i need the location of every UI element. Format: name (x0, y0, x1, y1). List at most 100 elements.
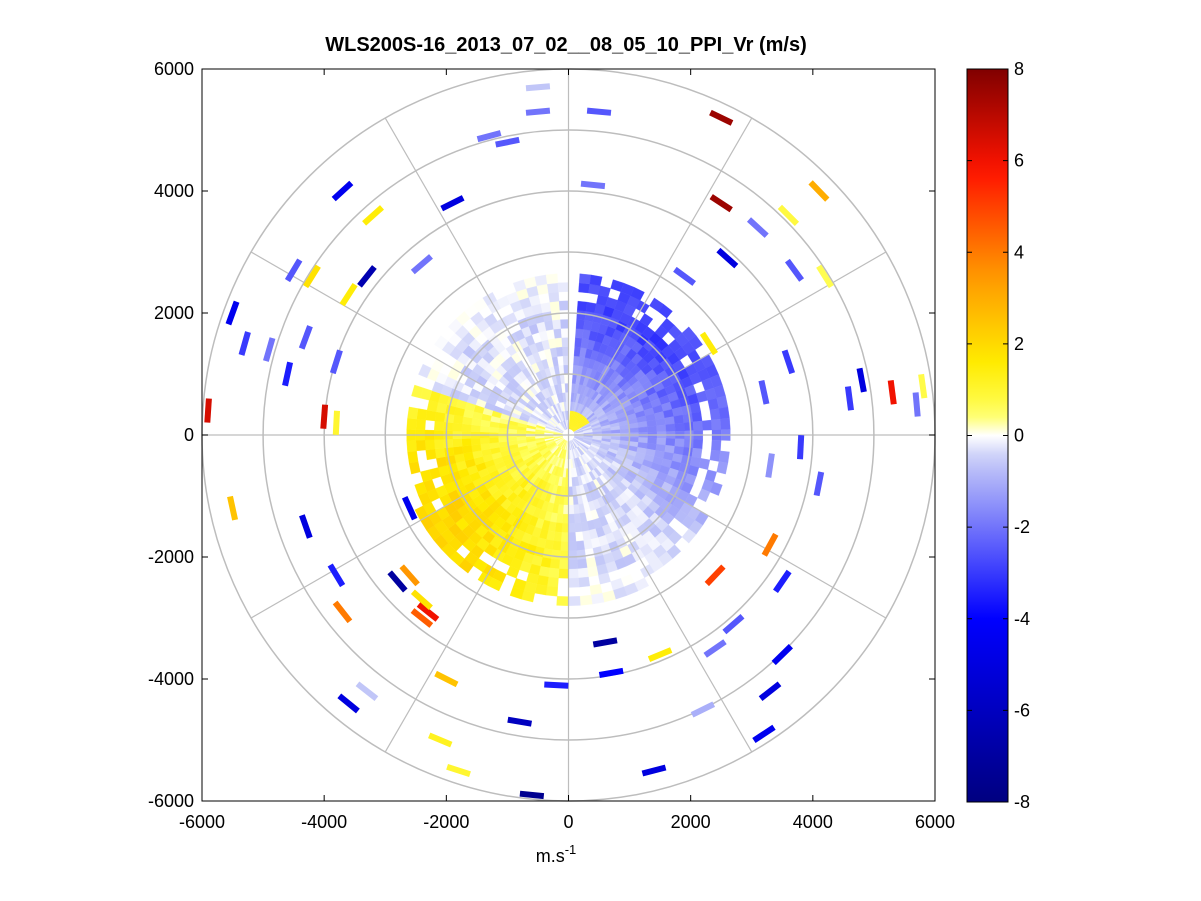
gate-segment (476, 130, 502, 143)
gate-segment (519, 790, 545, 800)
field-cell (692, 439, 703, 450)
gate-segment (544, 681, 569, 689)
field-cell (461, 423, 472, 432)
field-cell (452, 438, 463, 448)
field-cell (561, 523, 569, 533)
field-cell (418, 363, 432, 379)
field-cell (691, 411, 703, 423)
field-cell (434, 411, 446, 423)
polar-spoke (250, 464, 516, 619)
colorbar-tick-label: 6 (1014, 151, 1024, 171)
field-cell (638, 426, 649, 433)
field-cell (711, 418, 722, 431)
gate-segment (227, 495, 239, 521)
field-cell (547, 282, 559, 294)
field-cell (406, 417, 417, 430)
field-cell (575, 319, 585, 330)
field-cell (549, 300, 560, 312)
field-cell (452, 446, 464, 456)
field-cell (443, 438, 454, 449)
x-axis-label-superscript: -1 (565, 842, 577, 857)
field-cell (488, 437, 499, 444)
field-cell (629, 427, 639, 434)
chart-title: WLS200S-16_2013_07_02__08_05_10_PPI_Vr (… (325, 34, 806, 56)
colorbar-tick-label: -8 (1014, 792, 1030, 812)
field-cell (574, 522, 583, 533)
field-cell (452, 422, 463, 432)
field-cell (575, 531, 584, 542)
gate-segment (592, 637, 618, 648)
gate-segment (303, 264, 321, 289)
gate-segment (641, 764, 667, 777)
field-cell (479, 425, 490, 433)
field-cell (665, 423, 676, 432)
gate-segment (339, 282, 358, 307)
field-cell (471, 444, 482, 453)
gate-segment (410, 254, 433, 275)
field-cell (562, 513, 569, 524)
gate-segment (263, 337, 276, 362)
field-cell (556, 596, 569, 606)
field-cell (561, 337, 569, 347)
x-tick-label: -6000 (179, 812, 225, 832)
field-cell (568, 523, 576, 533)
field-cell (718, 450, 730, 464)
field-cell (647, 425, 658, 433)
field-cell (568, 513, 575, 524)
field-cell (577, 558, 588, 570)
field-cell (664, 416, 675, 425)
field-cell (568, 577, 580, 588)
field-cell (416, 408, 428, 421)
gate-segment (446, 763, 471, 778)
field-cell (560, 532, 569, 542)
x-tick-label: 0 (563, 812, 573, 832)
field-cell (587, 566, 599, 578)
field-cell (709, 408, 721, 421)
gate-segment (699, 331, 719, 356)
gate-segment (331, 180, 354, 202)
gate-segment (784, 258, 805, 282)
colorbar-tick-label: -4 (1014, 609, 1030, 629)
field-cell (697, 488, 711, 503)
gate-segment (399, 564, 420, 587)
field-cell (552, 319, 562, 330)
gate-segment (410, 608, 434, 628)
gate-segment (781, 349, 796, 375)
field-cell (568, 504, 575, 515)
gate-segment (752, 724, 776, 744)
field-cell (683, 438, 694, 449)
field-cell (590, 592, 605, 605)
field-cell (656, 437, 667, 446)
field-cell (548, 291, 560, 303)
gate-segment (507, 716, 532, 727)
gate-segment (856, 367, 867, 393)
field-cell (576, 310, 587, 321)
field-cell (556, 346, 564, 357)
field-cell (578, 576, 590, 588)
gate-segment (816, 264, 834, 289)
field-cell (534, 584, 548, 596)
gate-segment (777, 204, 800, 227)
field-cell (415, 439, 426, 452)
field-cell (550, 549, 561, 560)
gate-segment (758, 681, 782, 701)
field-cell (414, 481, 428, 496)
gate-segment (580, 180, 606, 190)
field-cell (434, 420, 445, 431)
y-tick-label: 6000 (154, 59, 194, 79)
field-cell (425, 448, 437, 461)
gate-segment (284, 258, 303, 283)
field-cell (559, 550, 569, 561)
y-tick-label: -6000 (148, 791, 194, 811)
gate-segment (716, 247, 739, 269)
field-cell (577, 300, 588, 312)
field-cell (692, 420, 703, 431)
y-tick-label: 2000 (154, 303, 194, 323)
field-cell (655, 417, 666, 426)
gate-segment (761, 532, 779, 557)
polar-spoke (598, 487, 753, 753)
gate-segment (332, 410, 340, 435)
gate-segment (327, 563, 346, 588)
field-cell (579, 273, 592, 285)
polar-spoke (621, 464, 887, 619)
